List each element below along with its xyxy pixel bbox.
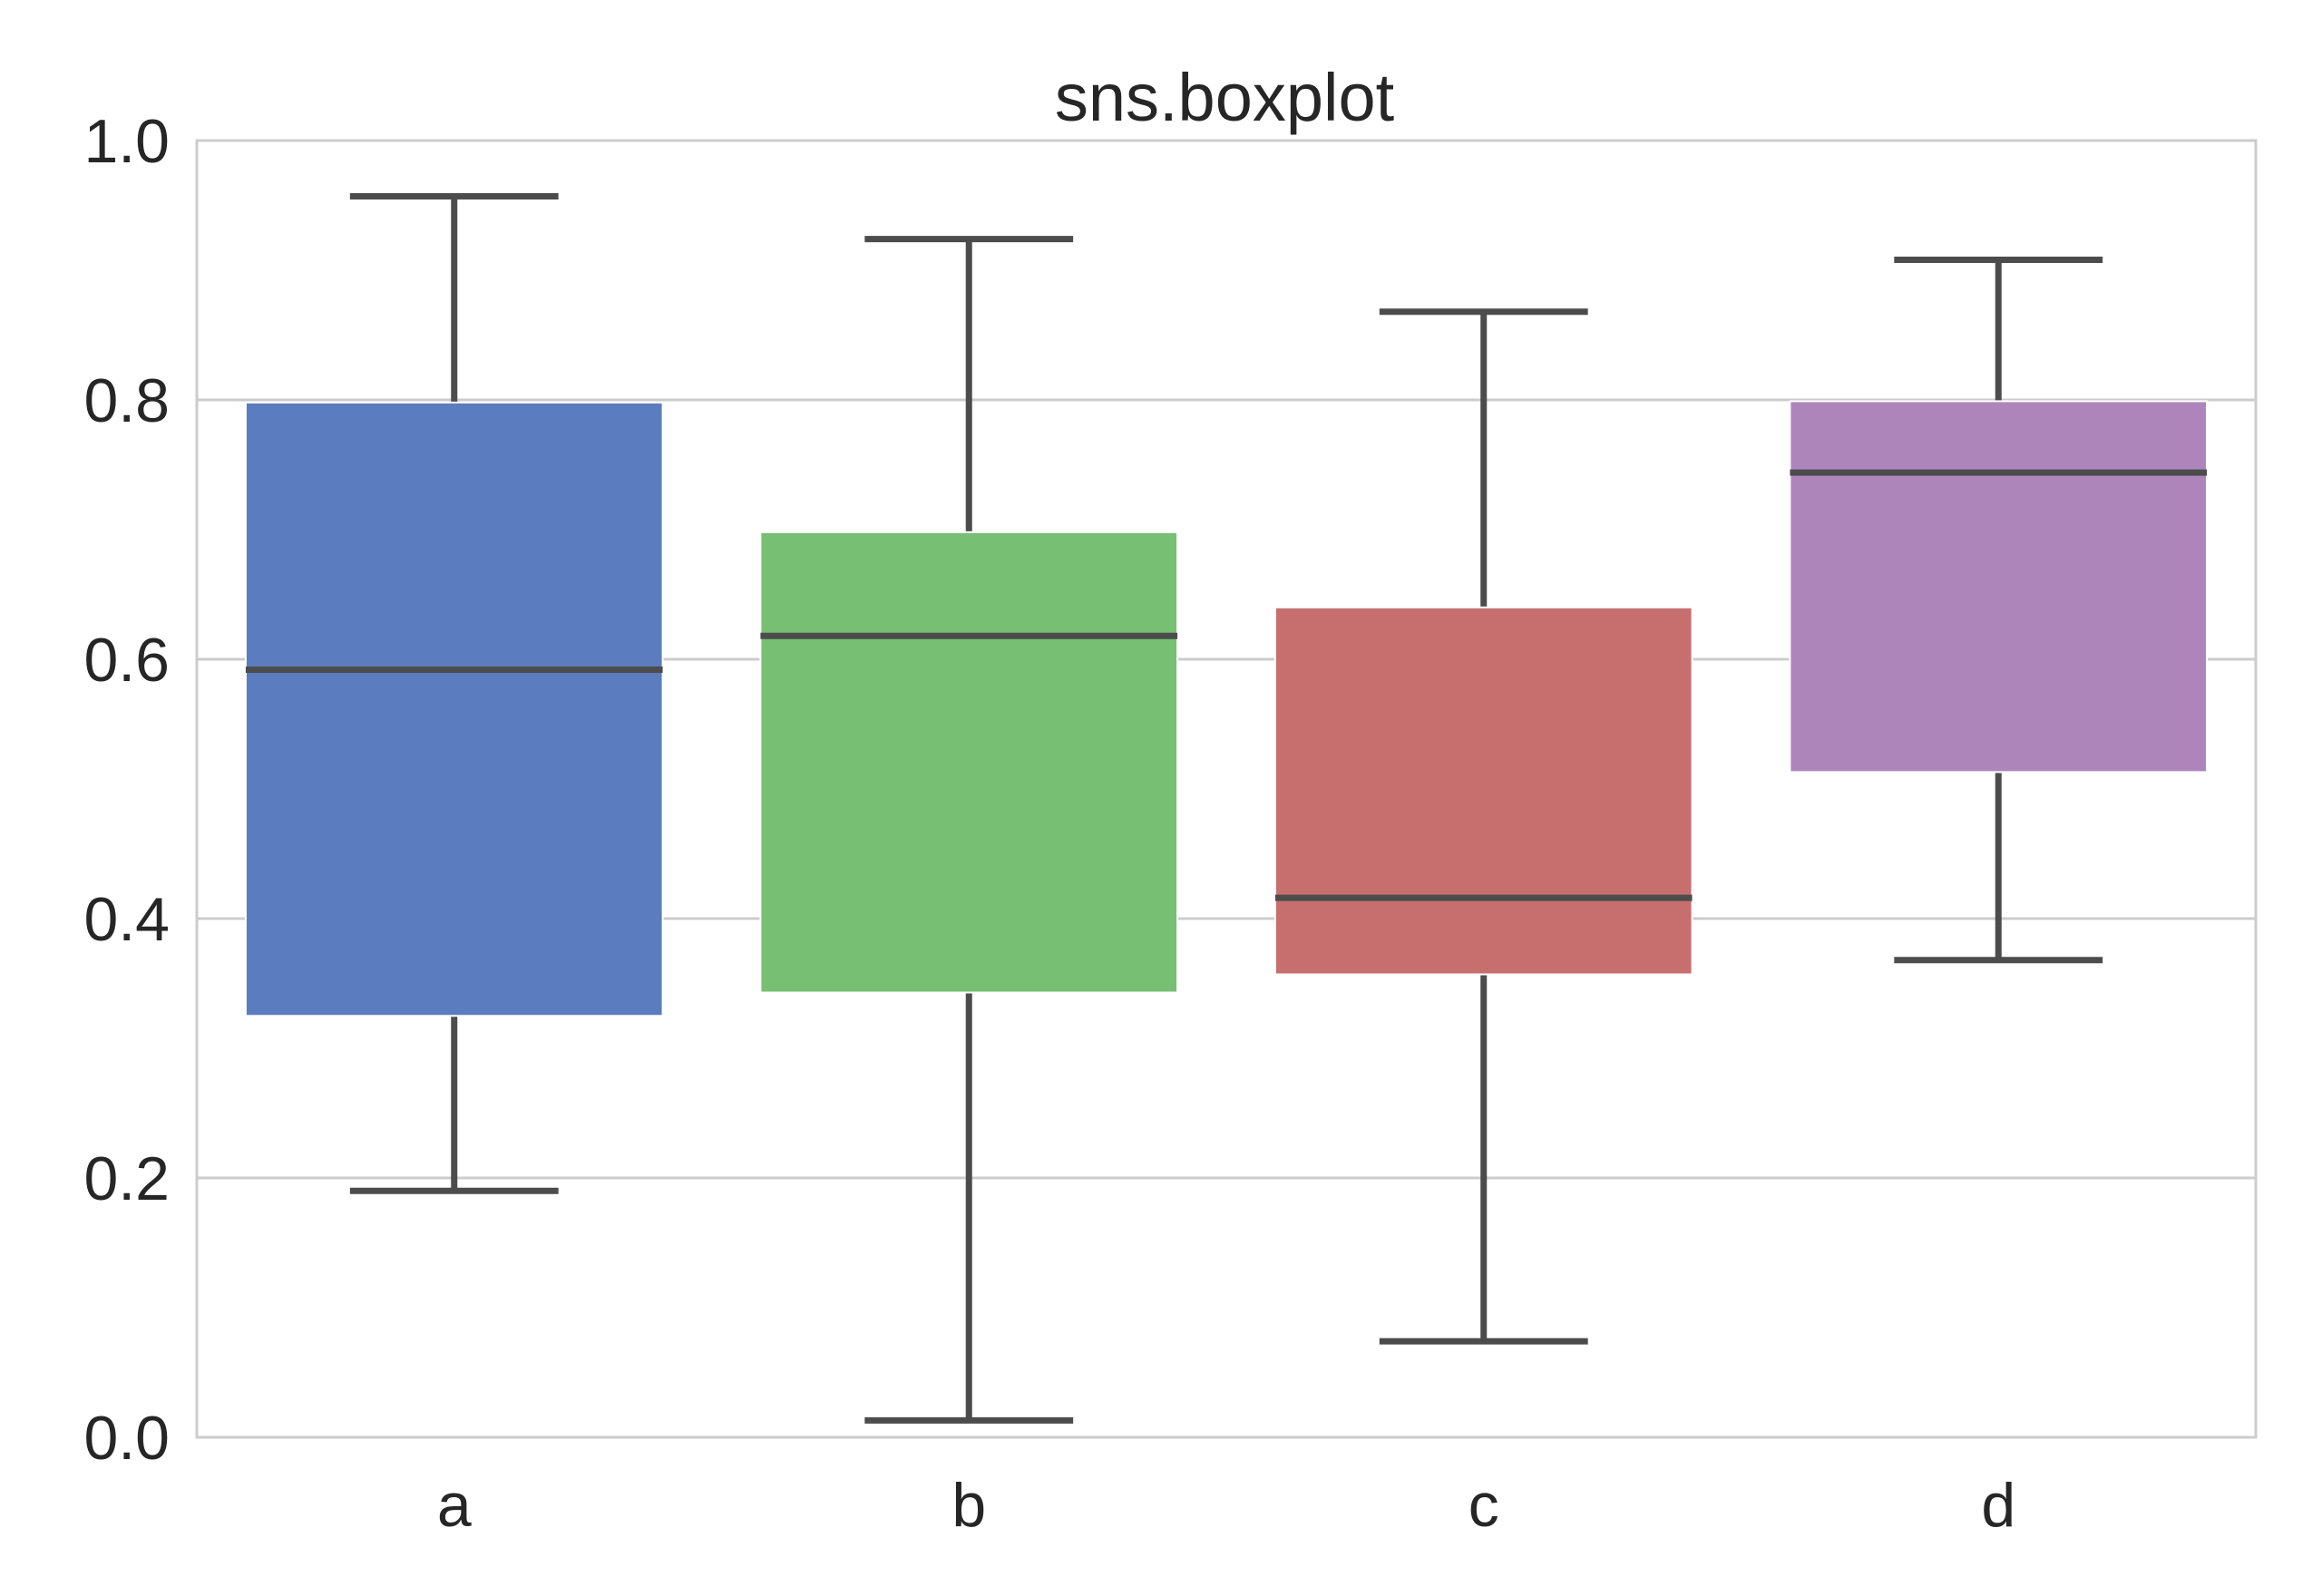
x-tick-label: b: [951, 1471, 986, 1540]
y-tick-label: 0.0: [83, 1404, 170, 1473]
y-tick-label: 1.0: [83, 107, 170, 176]
iqr-box: [244, 401, 664, 1017]
iqr-box: [759, 530, 1179, 994]
y-axis-ticks: 0.0 0.2 0.4 0.6 0.8 1.0: [83, 107, 170, 1473]
y-tick-label: 0.8: [83, 366, 170, 435]
box-a: [244, 192, 664, 1194]
x-tick-label: d: [1981, 1471, 2015, 1540]
x-axis-ticks: a b c d: [437, 1471, 2015, 1540]
iqr-box: [1273, 606, 1693, 976]
box-plots: [244, 192, 2209, 1424]
plot-frame: [195, 139, 2258, 1439]
y-tick-label: 0.6: [83, 626, 170, 695]
box-c: [1273, 308, 1693, 1345]
box-b: [759, 236, 1179, 1424]
chart-title: sns.boxplot: [1055, 60, 1395, 135]
y-tick-label: 0.4: [83, 885, 170, 954]
box-d: [1789, 257, 2209, 964]
x-tick-label: a: [437, 1471, 472, 1540]
x-tick-label: c: [1468, 1471, 1499, 1540]
y-tick-label: 0.2: [83, 1144, 170, 1213]
iqr-box: [1789, 400, 2209, 774]
